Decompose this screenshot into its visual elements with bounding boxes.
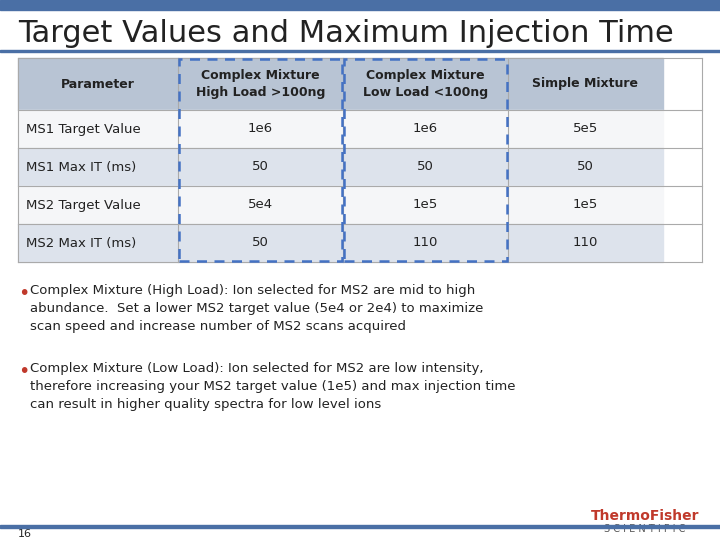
Text: MS1 Target Value: MS1 Target Value: [26, 123, 140, 136]
Bar: [18, 58, 178, 110]
Text: 1e5: 1e5: [573, 199, 598, 212]
Text: MS1 Max IT (ms): MS1 Max IT (ms): [26, 160, 136, 173]
Text: 50: 50: [577, 160, 594, 173]
Bar: [508, 224, 663, 262]
Bar: [343, 186, 508, 224]
Bar: [508, 58, 663, 110]
Text: 5e4: 5e4: [248, 199, 273, 212]
Text: Complex Mixture (Low Load): Ion selected for MS2 are low intensity,
therefore in: Complex Mixture (Low Load): Ion selected…: [30, 362, 516, 411]
Bar: [178, 148, 343, 186]
Text: Simple Mixture: Simple Mixture: [533, 78, 639, 91]
Text: 1e6: 1e6: [413, 123, 438, 136]
Text: 110: 110: [413, 237, 438, 249]
Bar: [508, 110, 663, 148]
Bar: [178, 224, 343, 262]
Bar: [18, 148, 178, 186]
Text: 50: 50: [252, 160, 269, 173]
Text: S C I E N T I F I C: S C I E N T I F I C: [604, 524, 685, 534]
Bar: [0, 50, 720, 52]
Bar: [18, 110, 178, 148]
Bar: [343, 58, 508, 110]
Bar: [18, 224, 178, 262]
Bar: [508, 186, 663, 224]
Text: Complex Mixture
Low Load <100ng: Complex Mixture Low Load <100ng: [363, 69, 488, 99]
Text: Parameter: Parameter: [61, 78, 135, 91]
Bar: [178, 186, 343, 224]
Bar: [178, 110, 343, 148]
Text: MS2 Target Value: MS2 Target Value: [26, 199, 140, 212]
Text: 16: 16: [18, 529, 32, 539]
Bar: [343, 110, 508, 148]
Bar: [0, 525, 720, 528]
Bar: [508, 148, 663, 186]
Text: 5e5: 5e5: [573, 123, 598, 136]
Bar: [18, 186, 178, 224]
Text: Target Values and Maximum Injection Time: Target Values and Maximum Injection Time: [18, 19, 674, 49]
Text: Complex Mixture (High Load): Ion selected for MS2 are mid to high
abundance.  Se: Complex Mixture (High Load): Ion selecte…: [30, 284, 483, 333]
Bar: [178, 58, 343, 110]
Text: 1e6: 1e6: [248, 123, 273, 136]
Text: Complex Mixture
High Load >100ng: Complex Mixture High Load >100ng: [196, 69, 325, 99]
Text: 50: 50: [417, 160, 434, 173]
Text: ThermoFisher: ThermoFisher: [590, 509, 699, 523]
Text: •: •: [18, 362, 30, 381]
Bar: [343, 224, 508, 262]
Text: •: •: [18, 284, 30, 303]
Text: MS2 Max IT (ms): MS2 Max IT (ms): [26, 237, 136, 249]
Text: 110: 110: [573, 237, 598, 249]
Bar: [0, 0, 720, 10]
Text: 1e5: 1e5: [413, 199, 438, 212]
Bar: [343, 148, 508, 186]
Text: 50: 50: [252, 237, 269, 249]
